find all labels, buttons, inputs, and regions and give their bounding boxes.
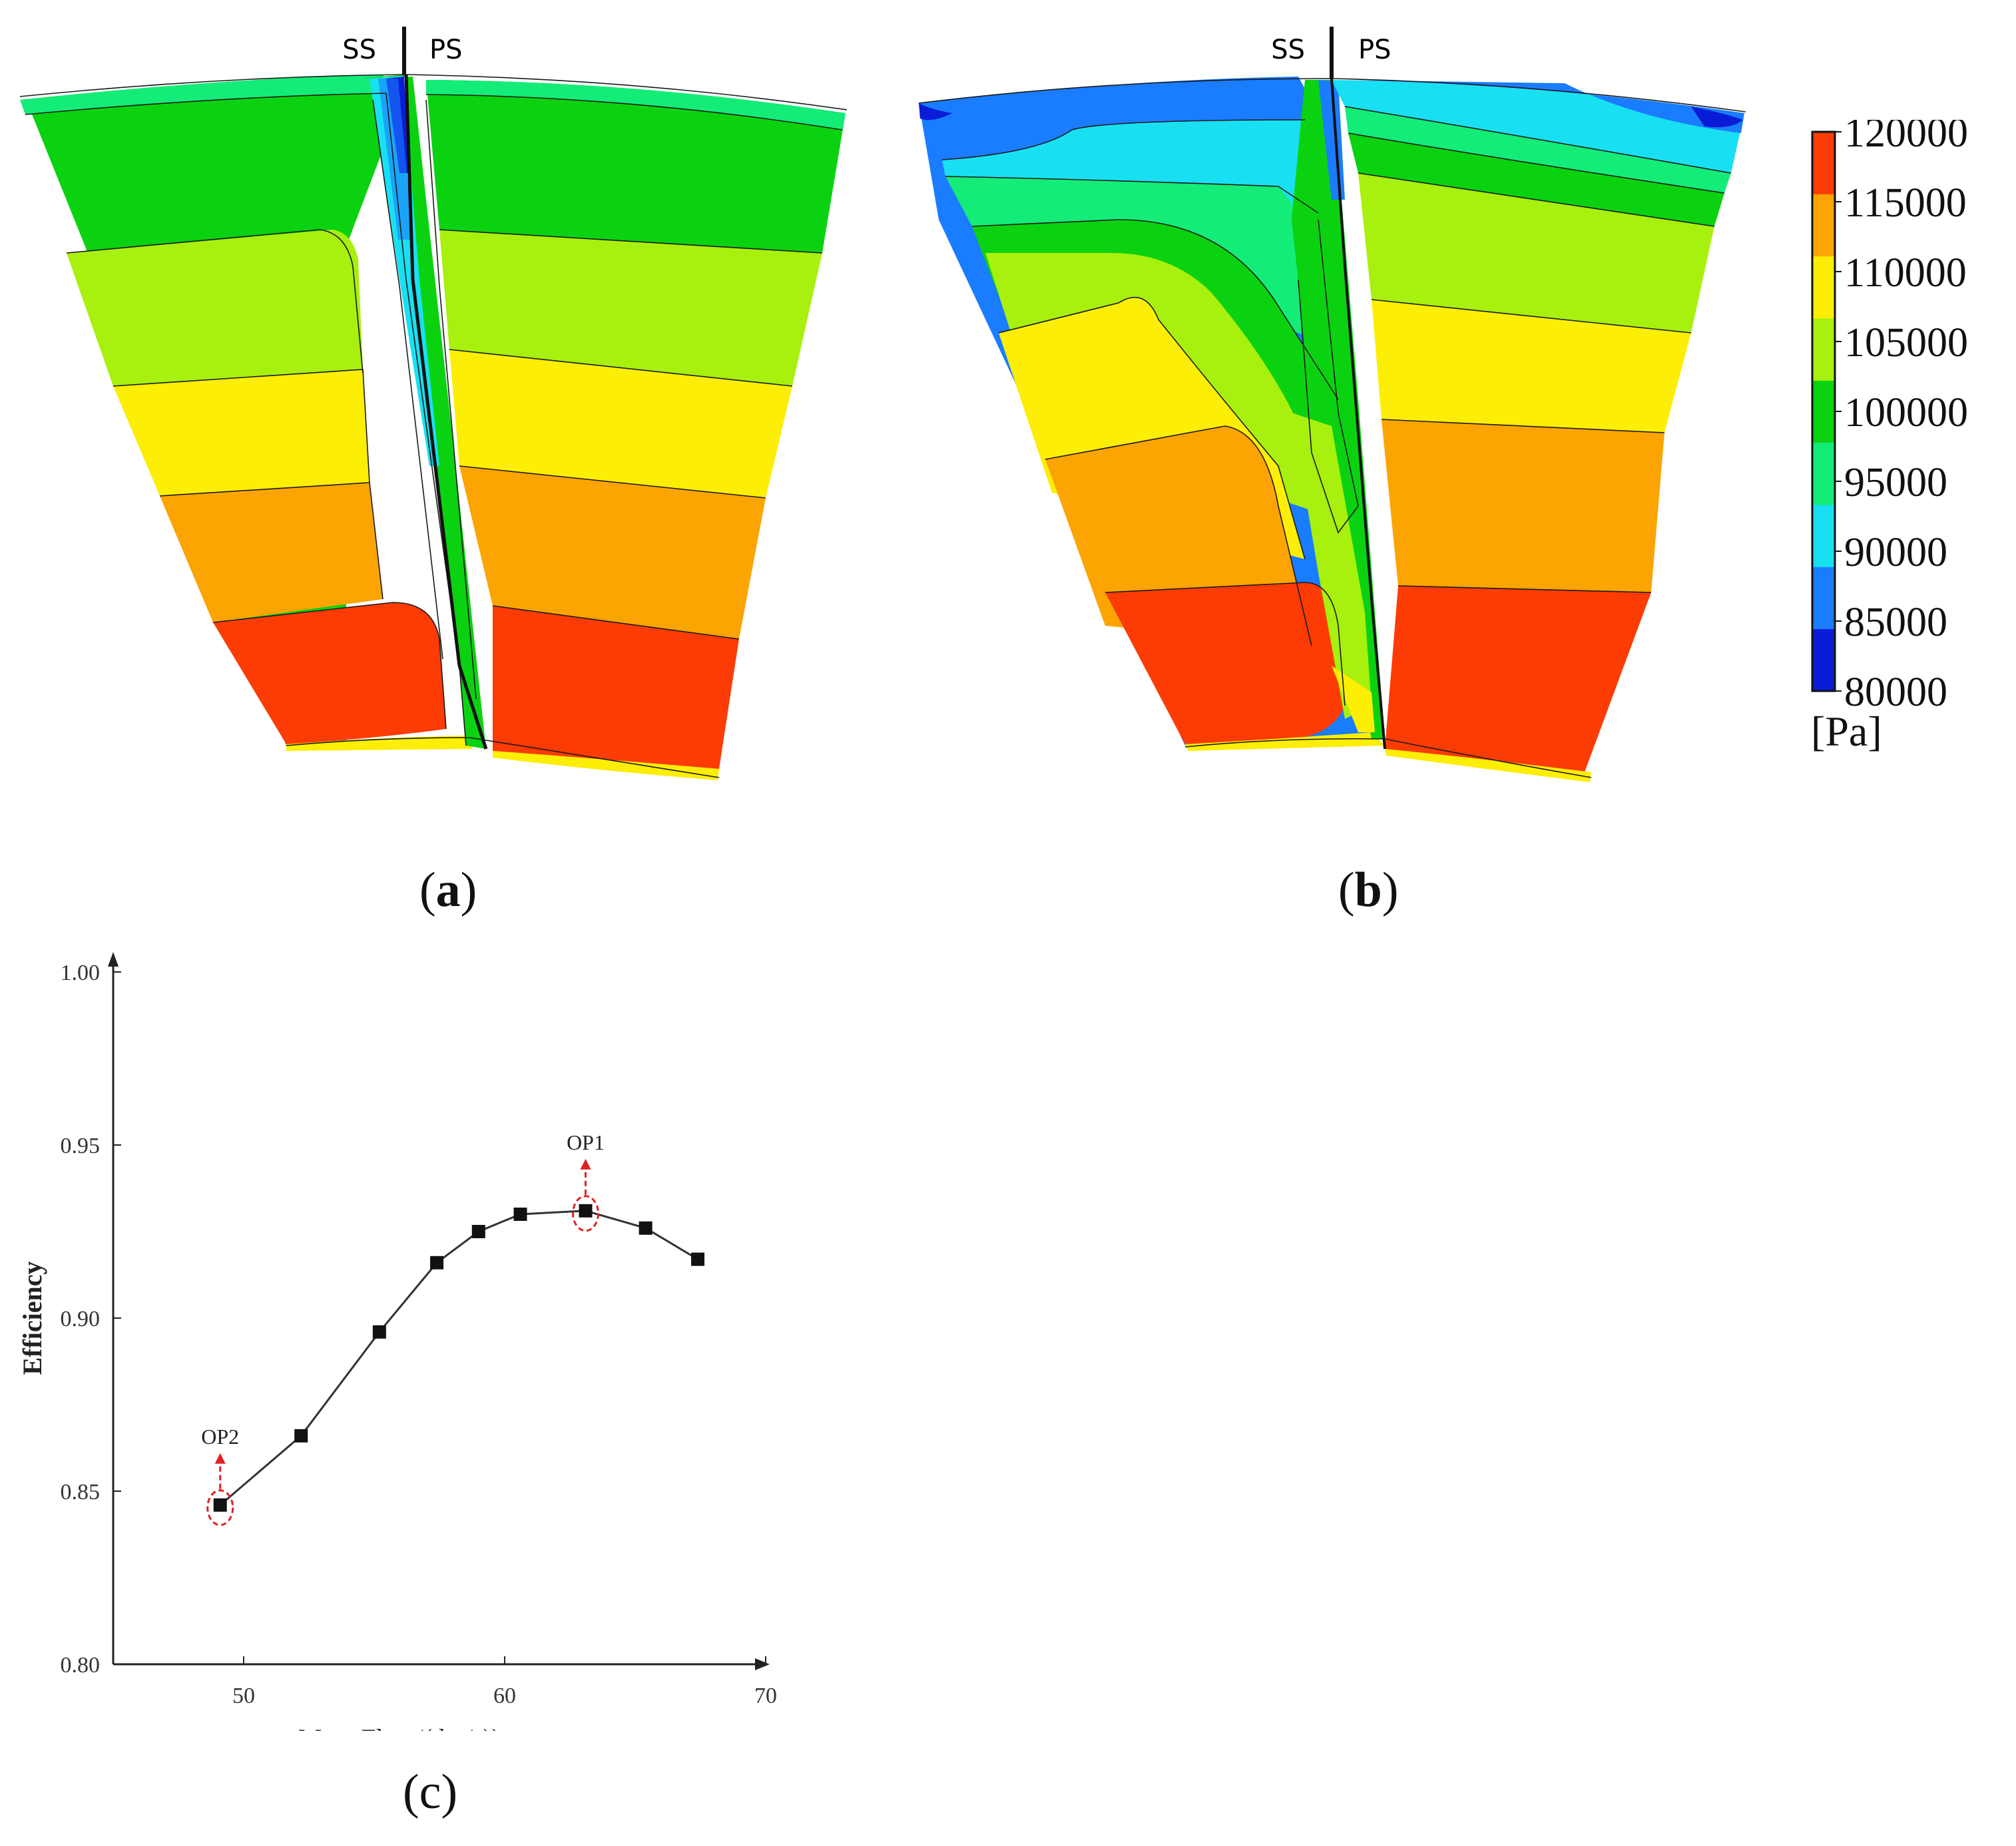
efficiency-chart: 0.80 0.85 0.90 0.95 1.00 50 60 70 OP1 OP2 Mass …: [17, 952, 777, 1753]
data-point-marker: [213, 1498, 227, 1512]
y-tick-label: 0.90: [61, 1307, 101, 1331]
contour-a-isolines: [19, 74, 848, 778]
contour-a-blade-line: [404, 74, 488, 750]
colorbar-swatch: [1812, 194, 1835, 257]
panel-label-c: (c): [403, 1765, 458, 1819]
chart-axes: [108, 952, 770, 1670]
efficiency-chart-panel: 0.80 0.85 0.90 0.95 1.00 50 60 70 OP1 OP2 Mass …: [0, 932, 866, 1844]
contour-a-ps-label: PS: [429, 35, 463, 65]
data-point-marker: [579, 1204, 593, 1218]
y-axis-label: Efficiency: [17, 1261, 47, 1375]
contour-b-blade-line: [1330, 78, 1386, 750]
data-point-marker: [691, 1252, 705, 1266]
annotation-arrow-head: [214, 1453, 226, 1464]
contour-panel-a: SS PS: [0, 0, 866, 799]
contour-b-blade-wake: [1292, 80, 1385, 739]
colorbar-tick-label: 110000: [1844, 250, 1967, 296]
colorbar-tick-label: 105000: [1844, 320, 1968, 365]
x-tick-label: 50: [232, 1684, 255, 1708]
data-point-marker: [471, 1225, 485, 1238]
data-point-marker: [430, 1256, 444, 1269]
annotations: OP1 OP2: [201, 1130, 605, 1526]
x-tick-label: 70: [754, 1684, 777, 1708]
annotation-arrow-head: [580, 1158, 591, 1170]
contour-a-pressure-side: [426, 80, 846, 780]
contour-b-suction-side: [919, 77, 1385, 751]
contour-plot-b: SS PS: [918, 27, 1746, 782]
annotation-circle: [206, 1489, 234, 1526]
colorbar-tick-label: 90000: [1844, 530, 1947, 575]
colorbar-tick-label: 120000: [1844, 120, 1968, 156]
contour-b-ps-label: PS: [1358, 35, 1391, 65]
y-axis-arrow: [108, 952, 119, 967]
colorbar-swatch: [1812, 318, 1835, 381]
series-points: [213, 1204, 705, 1512]
x-axis-arrow: [755, 1658, 770, 1670]
y-tick-label: 0.80: [61, 1653, 101, 1678]
annotation-label: OP1: [567, 1130, 605, 1154]
data-point-marker: [372, 1325, 386, 1339]
data-point-marker: [638, 1221, 652, 1235]
contour-a-ss-label: SS: [342, 35, 376, 65]
colorbar-ticks: 120000 115000 110000 105000 100000 95000 90000…: [1835, 111, 1968, 715]
colorbar-swatches: [1812, 132, 1835, 692]
contour-plot-a: SS PS: [19, 27, 848, 780]
x-axis-label: Mass Flow/( kg/s)): [298, 1724, 501, 1731]
y-tick-label: 0.85: [61, 1480, 101, 1504]
colorbar-swatch: [1812, 256, 1835, 319]
contour-panel-b: SS PS: [905, 0, 1771, 799]
colorbar-tick-label: 100000: [1844, 390, 1968, 435]
efficiency-line: [219, 1210, 698, 1506]
x-tick-label: 60: [493, 1684, 516, 1708]
y-tick-label: 0.95: [61, 1134, 101, 1158]
colorbar-swatch: [1812, 380, 1835, 443]
panel-label-b: (b): [1338, 863, 1399, 917]
contour-b-pressure-side: [1332, 80, 1744, 782]
colorbar-tick-label: 115000: [1844, 180, 1967, 226]
y-ticks: 0.80 0.85 0.90 0.95 1.00: [61, 961, 121, 1678]
y-tick-label: 1.00: [61, 961, 101, 985]
colorbar-swatch: [1812, 628, 1835, 692]
colorbar-swatch: [1812, 567, 1835, 630]
colorbar-swatch: [1812, 132, 1835, 194]
data-point-marker: [513, 1208, 527, 1221]
x-ticks: 50 60 70: [232, 1656, 777, 1708]
annotation-circle: [572, 1195, 600, 1232]
panel-label-a: (a): [419, 863, 477, 917]
colorbar-tick-label: 85000: [1844, 600, 1947, 645]
colorbar-swatch: [1812, 442, 1835, 505]
colorbar-unit-label: [Pa]: [1811, 708, 1882, 755]
contour-a-suction-side: [20, 75, 473, 751]
colorbar-tick-label: 95000: [1844, 460, 1947, 505]
colorbar-swatch: [1812, 505, 1835, 567]
colorbar-tick-label: 80000: [1844, 670, 1947, 715]
series-line: [219, 1210, 698, 1506]
colorbar: 120000 115000 110000 105000 100000 95000 90000…: [1798, 111, 2011, 772]
data-point-marker: [294, 1429, 308, 1443]
contour-b-ss-label: SS: [1271, 35, 1305, 65]
annotation-label: OP2: [201, 1425, 239, 1449]
